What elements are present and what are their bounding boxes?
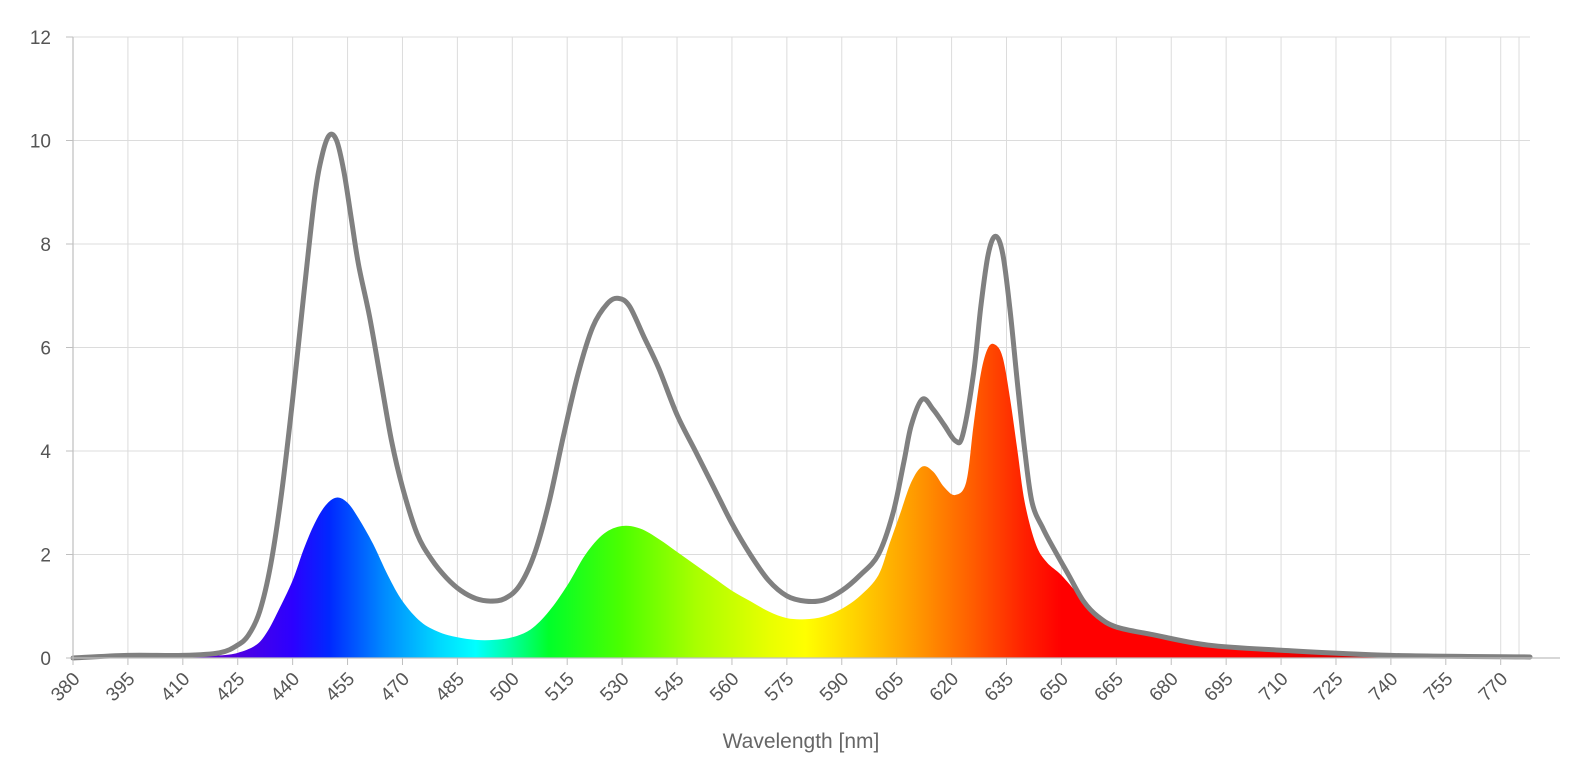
x-tick-label: 680 (1146, 669, 1183, 706)
x-tick-label: 515 (541, 669, 578, 706)
x-tick-label: 590 (816, 669, 853, 706)
gray-line-series (70, 131, 1533, 661)
x-tick-label: 575 (761, 669, 798, 706)
x-tick-label: 740 (1365, 669, 1402, 706)
x-tick-label: 725 (1310, 669, 1347, 706)
x-tick-label: 455 (322, 669, 359, 706)
x-tick-label: 650 (1036, 669, 1073, 706)
y-tick-label: 8 (40, 235, 51, 256)
y-tick-label: 4 (40, 442, 51, 463)
y-tick-label: 12 (30, 28, 51, 49)
grid-lines (73, 36, 1530, 658)
x-tick-label: 560 (706, 669, 743, 706)
x-tick-label: 665 (1091, 669, 1128, 706)
gray-spectrum-line (70, 131, 1533, 661)
x-tick-label: 695 (1200, 669, 1237, 706)
x-tick-label: 410 (157, 669, 194, 706)
y-axis-ticks: 0 2 4 6 8 10 12 (30, 28, 73, 670)
x-tick-label: 380 (47, 669, 84, 706)
x-tick-label: 635 (981, 669, 1018, 706)
x-axis-ticks: 380 395 410 425 440 455 470 485 500 515 530 545 560 5… (47, 658, 1512, 706)
y-tick-label: 2 (40, 546, 51, 567)
x-tick-label: 755 (1420, 669, 1457, 706)
x-tick-label: 500 (487, 669, 524, 706)
x-tick-label: 470 (377, 669, 414, 706)
x-tick-label: 530 (596, 669, 633, 706)
x-tick-label: 770 (1475, 669, 1512, 706)
y-tick-label: 6 (40, 339, 51, 360)
x-tick-label: 710 (1255, 669, 1292, 706)
x-tick-label: 395 (102, 669, 139, 706)
x-tick-label: 605 (871, 669, 908, 706)
x-tick-label: 425 (212, 669, 249, 706)
x-tick-label: 440 (267, 669, 304, 706)
x-tick-label: 545 (651, 669, 688, 706)
y-tick-label: 0 (40, 649, 51, 670)
x-tick-label: 485 (432, 669, 469, 706)
x-tick-label: 620 (926, 669, 963, 706)
y-tick-label: 10 (30, 132, 51, 153)
x-axis-label: Wavelength [nm] (723, 730, 880, 753)
